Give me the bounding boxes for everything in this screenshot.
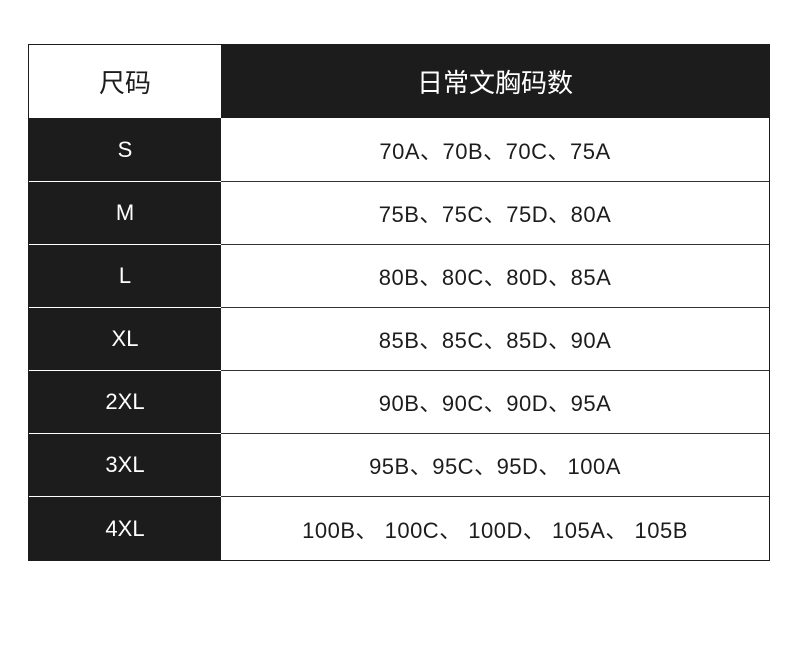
table-row: 4XL 100B、 100C、 100D、 105A、 105B bbox=[29, 496, 769, 560]
bra-sizes-cell: 85B、85C、85D、90A bbox=[221, 307, 769, 370]
bra-sizes-cell: 90B、90C、90D、95A bbox=[221, 370, 769, 433]
size-chart-table: 尺码 日常文胸码数 S 70A、70B、70C、75A M 75B、75C、75… bbox=[28, 44, 770, 561]
table-row: S 70A、70B、70C、75A bbox=[29, 118, 769, 181]
size-cell: 2XL bbox=[29, 370, 221, 433]
table-row: M 75B、75C、75D、80A bbox=[29, 181, 769, 244]
size-cell: L bbox=[29, 244, 221, 307]
table-row: 2XL 90B、90C、90D、95A bbox=[29, 370, 769, 433]
table-row: L 80B、80C、80D、85A bbox=[29, 244, 769, 307]
table-row: 3XL 95B、95C、95D、 100A bbox=[29, 433, 769, 496]
bra-sizes-cell: 100B、 100C、 100D、 105A、 105B bbox=[221, 496, 769, 560]
size-cell: 4XL bbox=[29, 496, 221, 560]
header-row: 尺码 日常文胸码数 bbox=[29, 45, 769, 118]
bra-sizes-cell: 70A、70B、70C、75A bbox=[221, 118, 769, 181]
bra-sizes-cell: 95B、95C、95D、 100A bbox=[221, 433, 769, 496]
size-cell: M bbox=[29, 181, 221, 244]
bra-sizes-cell: 80B、80C、80D、85A bbox=[221, 244, 769, 307]
size-cell: XL bbox=[29, 307, 221, 370]
table-row: XL 85B、85C、85D、90A bbox=[29, 307, 769, 370]
size-cell: S bbox=[29, 118, 221, 181]
bra-sizes-cell: 75B、75C、75D、80A bbox=[221, 181, 769, 244]
header-bra-sizes: 日常文胸码数 bbox=[221, 45, 769, 118]
header-size: 尺码 bbox=[29, 45, 221, 118]
size-cell: 3XL bbox=[29, 433, 221, 496]
